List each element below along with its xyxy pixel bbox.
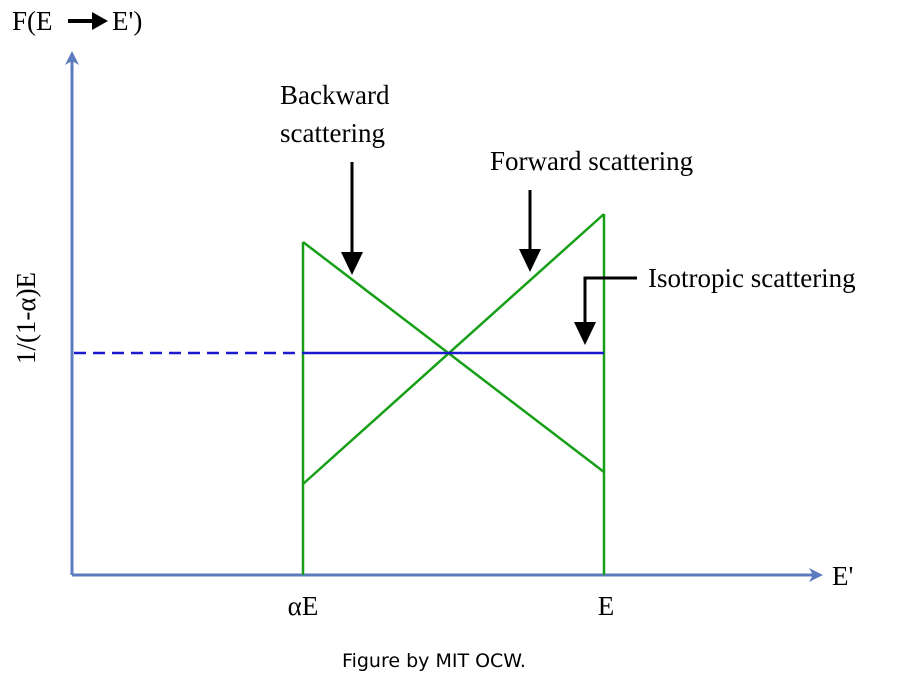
forward-label: Forward scattering (490, 146, 693, 176)
right-arrow-icon (68, 12, 108, 30)
x-axis-title: E' (832, 561, 853, 591)
y-axis-title-left: F(E (12, 6, 53, 36)
isotropic-arrow-icon (574, 276, 637, 345)
y-axis-title-right: E') (112, 6, 142, 36)
x-tick-alpha-e: αE (288, 591, 319, 621)
forward-arrow-icon (519, 190, 541, 272)
backward-label-line2: scattering (280, 118, 385, 148)
backward-scattering-line (302, 241, 605, 473)
forward-scattering-line (302, 213, 605, 485)
isotropic-label: Isotropic scattering (648, 263, 856, 293)
x-tick-e: E (598, 591, 615, 621)
backward-arrow-icon (341, 162, 363, 275)
backward-label-line1: Backward (280, 80, 390, 110)
figure-caption: Figure by MIT OCW. (342, 650, 526, 672)
y-level-label: 1/(1-α)E (11, 272, 41, 364)
